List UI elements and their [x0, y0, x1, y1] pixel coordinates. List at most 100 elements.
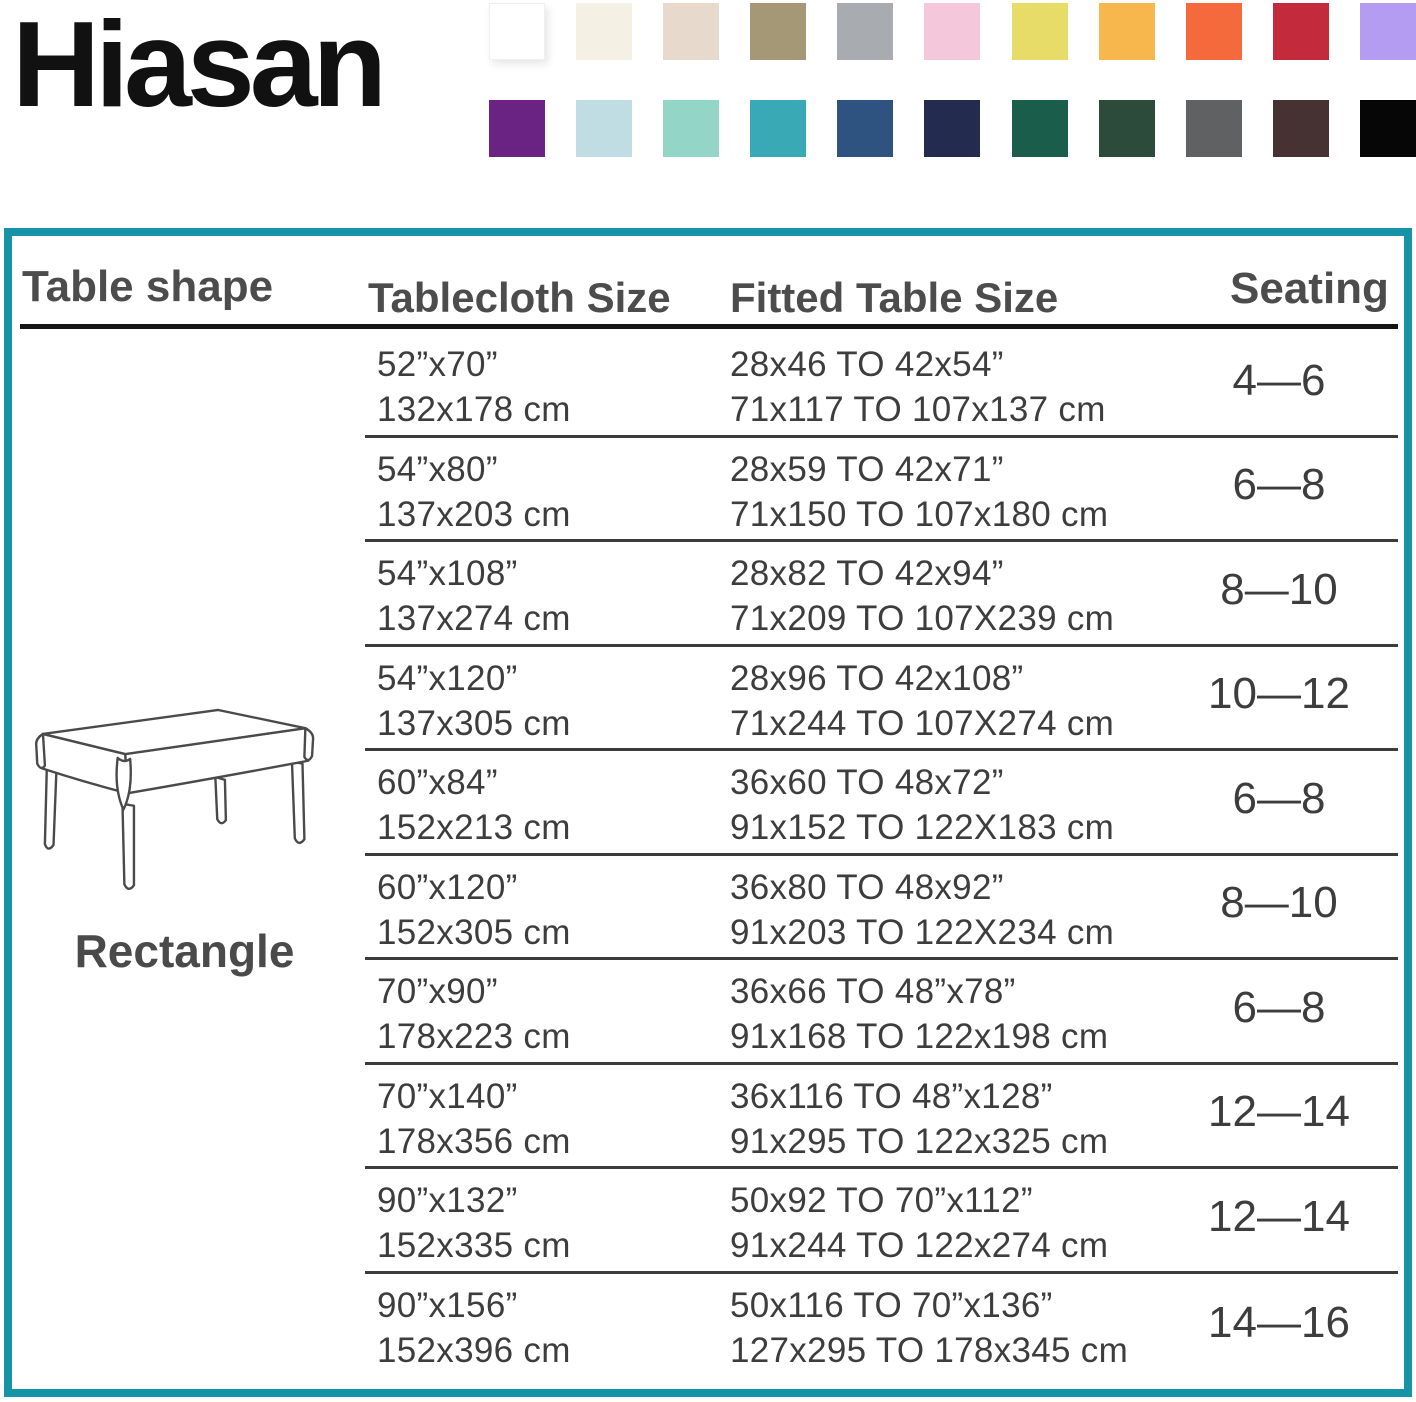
- tablecloth-size-inches: 70”x90”: [377, 972, 498, 1011]
- color-swatch-steel-blue: [837, 100, 894, 157]
- fitted-size-cell: 28x82 TO 42x94” 71x209 TO 107X239 cm: [730, 542, 1160, 644]
- tablecloth-size-cell: 60”x120” 152x305 cm: [365, 856, 730, 958]
- tablecloth-size-cell: 70”x90” 178x223 cm: [365, 960, 730, 1062]
- seating-cell: 10—12: [1208, 669, 1350, 719]
- color-swatch-beige: [663, 3, 720, 60]
- color-swatch-red: [1272, 3, 1329, 60]
- brand-logo: Hiasan: [12, 0, 387, 132]
- fitted-size-inches: 50x116 TO 70”x136”: [730, 1285, 1053, 1325]
- tablecloth-size-cell: 90”x132” 152x335 cm: [365, 1169, 730, 1271]
- seating-cell: 12—14: [1208, 1191, 1350, 1241]
- fitted-size-cm: 91x152 TO 122X183 cm: [730, 808, 1115, 847]
- seating-cell: 6—8: [1232, 773, 1326, 823]
- size-row-6: 60”x120” 152x305 cm 36x80 TO 48x92” 91x203 …: [365, 856, 1398, 960]
- seating-cell: 12—14: [1208, 1087, 1350, 1137]
- tablecloth-size-cell: 52”x70” 132x178 cm: [365, 333, 730, 435]
- fitted-size-cell: 28x96 TO 42x108” 71x244 TO 107X274 cm: [730, 647, 1160, 749]
- size-row-1: 52”x70” 132x178 cm 28x46 TO 42x54” 71x117 T…: [365, 333, 1398, 438]
- color-swatch-gray: [837, 3, 894, 60]
- fitted-size-cm: 91x203 TO 122X234 cm: [730, 912, 1115, 952]
- tablecloth-size-cm: 132x178 cm: [377, 390, 571, 429]
- size-chart-frame: Table shape Tablecloth Size Fitted Table…: [4, 228, 1412, 1397]
- column-header-tablecloth-size: Tablecloth Size: [368, 274, 671, 321]
- tablecloth-size-inches: 60”x84”: [377, 763, 498, 802]
- color-swatch-light-blue: [576, 100, 633, 157]
- tablecloth-size-cell: 70”x140” 178x356 cm: [365, 1065, 730, 1167]
- column-header-seating: Seating: [1230, 264, 1389, 313]
- tablecloth-size-cm: 137x274 cm: [377, 599, 571, 638]
- fitted-size-inches: 50x92 TO 70”x112”: [730, 1181, 1033, 1220]
- fitted-size-inches: 28x46 TO 42x54”: [730, 345, 1004, 384]
- swatch-row-top: [489, 3, 1416, 60]
- color-swatch-purple: [489, 100, 545, 157]
- tablecloth-size-cm: 137x203 cm: [377, 494, 571, 534]
- size-row-3: 54”x108” 137x274 cm 28x82 TO 42x94” 71x209 …: [365, 542, 1398, 647]
- fitted-size-cell: 50x92 TO 70”x112” 91x244 TO 122x274 cm: [730, 1169, 1160, 1271]
- tablecloth-size-cm: 152x305 cm: [377, 912, 571, 952]
- fitted-size-cm: 71x244 TO 107X274 cm: [730, 703, 1115, 743]
- fitted-size-inches: 36x66 TO 48”x78”: [730, 972, 1016, 1011]
- tablecloth-size-cm: 152x335 cm: [377, 1226, 571, 1265]
- tablecloth-size-cell: 54”x120” 137x305 cm: [365, 647, 730, 749]
- tablecloth-size-cm: 178x223 cm: [377, 1017, 571, 1056]
- size-row-2: 54”x80” 137x203 cm 28x59 TO 42x71” 71x150 T…: [365, 438, 1398, 542]
- tablecloth-size-inches: 54”x108”: [377, 554, 518, 593]
- color-swatch-white: [489, 3, 545, 60]
- tablecloth-size-inches: 90”x156”: [377, 1285, 518, 1325]
- color-swatch-ivory: [576, 3, 633, 60]
- tablecloth-size-cm: 152x213 cm: [377, 808, 571, 847]
- tablecloth-size-inches: 60”x120”: [377, 867, 518, 907]
- color-swatch-black: [1359, 100, 1416, 157]
- size-row-10: 90”x156” 152x396 cm 50x116 TO 70”x136” 127x…: [365, 1274, 1398, 1379]
- fitted-size-cm: 91x295 TO 122x325 cm: [730, 1121, 1109, 1161]
- fitted-size-inches: 36x80 TO 48x92”: [730, 867, 1004, 907]
- color-swatch-khaki: [750, 3, 807, 60]
- table-shape-label: Rectangle: [74, 925, 295, 977]
- fitted-size-cm: 91x168 TO 122x198 cm: [730, 1017, 1109, 1056]
- color-swatch-marigold: [1098, 3, 1155, 60]
- size-table-body: 52”x70” 132x178 cm 28x46 TO 42x54” 71x117 T…: [365, 333, 1398, 1378]
- fitted-size-cell: 36x116 TO 48”x128” 91x295 TO 122x325 cm: [730, 1065, 1160, 1167]
- fitted-size-inches: 36x60 TO 48x72”: [730, 763, 1004, 802]
- color-swatch-navy: [924, 100, 981, 157]
- fitted-size-cm: 91x244 TO 122x274 cm: [730, 1226, 1109, 1265]
- color-swatch-dark-gray: [1185, 100, 1242, 157]
- fitted-size-inches: 28x82 TO 42x94”: [730, 554, 1004, 593]
- fitted-size-cell: 28x59 TO 42x71” 71x150 TO 107x180 cm: [730, 438, 1160, 540]
- fitted-size-cell: 28x46 TO 42x54” 71x117 TO 107x137 cm: [730, 333, 1160, 435]
- size-row-4: 54”x120” 137x305 cm 28x96 TO 42x108” 71x244…: [365, 647, 1398, 751]
- tablecloth-size-cm: 178x356 cm: [377, 1121, 571, 1161]
- seating-cell: 6—8: [1232, 982, 1326, 1032]
- color-swatch-mint: [663, 100, 720, 157]
- fitted-size-cell: 36x66 TO 48”x78” 91x168 TO 122x198 cm: [730, 960, 1160, 1062]
- color-swatch-lavender: [1359, 3, 1416, 60]
- column-header-table-shape: Table shape: [22, 262, 274, 311]
- tablecloth-size-cell: 60”x84” 152x213 cm: [365, 751, 730, 853]
- color-swatch-dark-brown: [1272, 100, 1329, 157]
- tablecloth-size-cm: 152x396 cm: [377, 1330, 571, 1370]
- seating-cell: 8—10: [1220, 564, 1338, 614]
- fitted-size-cell: 50x116 TO 70”x136” 127x295 TO 178x345 cm: [730, 1274, 1160, 1379]
- seating-cell: 6—8: [1232, 460, 1326, 510]
- seating-cell: 8—10: [1220, 878, 1338, 928]
- column-header-fitted-size: Fitted Table Size: [730, 274, 1059, 321]
- color-swatch-forest-green: [1098, 100, 1155, 157]
- fitted-size-inches: 28x96 TO 42x108”: [730, 658, 1024, 698]
- tablecloth-size-inches: 54”x120”: [377, 658, 518, 698]
- fitted-size-cell: 36x80 TO 48x92” 91x203 TO 122X234 cm: [730, 856, 1160, 958]
- tablecloth-size-cell: 54”x80” 137x203 cm: [365, 438, 730, 540]
- color-swatch-grid: [489, 3, 1416, 157]
- color-swatch-pink: [924, 3, 981, 60]
- seating-cell: 4—6: [1232, 355, 1326, 405]
- swatch-row-bottom: [489, 100, 1416, 157]
- color-swatch-teal: [750, 100, 807, 157]
- fitted-size-inches: 28x59 TO 42x71”: [730, 449, 1004, 489]
- color-swatch-emerald: [1011, 100, 1068, 157]
- size-row-9: 90”x132” 152x335 cm 50x92 TO 70”x112” 91x24…: [365, 1169, 1398, 1274]
- tablecloth-size-cell: 90”x156” 152x396 cm: [365, 1274, 730, 1379]
- color-swatch-orange: [1185, 3, 1242, 60]
- fitted-size-inches: 36x116 TO 48”x128”: [730, 1076, 1053, 1116]
- fitted-size-cell: 36x60 TO 48x72” 91x152 TO 122X183 cm: [730, 751, 1160, 853]
- size-row-5: 60”x84” 152x213 cm 36x60 TO 48x72” 91x152 T…: [365, 751, 1398, 856]
- fitted-size-cm: 71x150 TO 107x180 cm: [730, 494, 1109, 534]
